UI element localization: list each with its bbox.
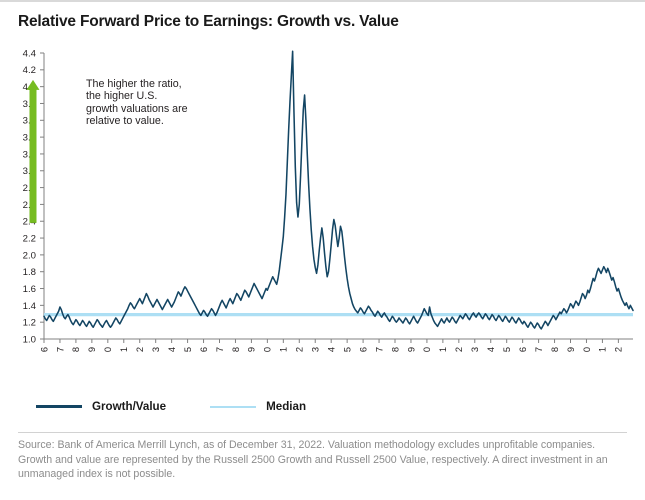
- x-axis-tick-label: Mar '90: [103, 347, 113, 352]
- upward-arrow-icon: [26, 79, 40, 223]
- footer-divider: [18, 432, 627, 433]
- x-axis-tick-label: Mar '18: [550, 347, 560, 352]
- y-axis-tick-label: 1.8: [23, 267, 36, 278]
- x-axis-tick-label: Mar '14: [486, 347, 496, 352]
- x-axis-tick-label: Mar '92: [135, 347, 145, 352]
- x-axis-tick-label: Mar '99: [247, 347, 257, 352]
- relative-pe-line-chart: 1.01.21.41.61.82.02.22.42.62.83.03.23.43…: [23, 48, 634, 352]
- x-axis-tick-label: Mar '88: [71, 347, 81, 352]
- x-axis-tick-label: Mar '16: [518, 347, 528, 352]
- x-axis-tick-label: Mar '94: [167, 347, 177, 352]
- y-axis-tick-label: 3.8: [23, 99, 36, 110]
- x-axis-tick-label: Mar '10: [422, 347, 432, 352]
- x-axis-tick-label: Mar '17: [534, 347, 544, 352]
- x-axis: Mar '86 Mar '87 Mar '88 Mar '89 Mar '90 Mar '…: [39, 338, 633, 352]
- y-axis-tick-label: 3.0: [23, 166, 36, 177]
- x-axis-tick-label: Mar '91: [119, 347, 129, 352]
- legend-swatch-median: [210, 405, 257, 408]
- y-axis-tick-label: 2.2: [23, 233, 36, 244]
- x-axis-tick-label: Mar '12: [454, 347, 464, 352]
- growth-value-series-line: [43, 50, 634, 330]
- x-axis-tick-label: Mar '09: [406, 347, 416, 352]
- x-axis-tick-label: Mar '19: [566, 347, 576, 352]
- x-axis-tick-label: Mar '03: [311, 347, 321, 352]
- x-axis-tick-label: Mar '21: [598, 347, 608, 352]
- x-axis-tick-label: Mar '11: [438, 347, 448, 352]
- x-axis-tick-label: Mar '20: [582, 347, 592, 352]
- x-axis-tick-label: Mar '00: [263, 347, 273, 352]
- legend-item-median: Median: [210, 400, 306, 413]
- legend-swatch-growth-value: [36, 405, 82, 408]
- x-axis-tick-label: Mar '86: [39, 347, 49, 352]
- x-axis-tick-label: Mar '98: [231, 347, 241, 352]
- chart-legend: Growth/Value Median: [36, 400, 306, 413]
- y-axis-tick-label: 1.0: [23, 334, 36, 345]
- x-axis-tick-label: Mar '06: [358, 347, 368, 352]
- legend-label-growth-value: Growth/Value: [92, 400, 167, 413]
- y-axis-tick-label: 2.8: [23, 183, 36, 194]
- chart-plot-area: 1.0 1.2 1.4 1.6 1.8 2.0 2.2 2.4 2.6 2.8 3.0 3.2 3.4 3…: [0, 42, 645, 352]
- legend-label-median: Median: [266, 400, 307, 413]
- y-axis-tick-label: 1.2: [23, 318, 36, 329]
- x-axis-tick-label: Mar '93: [151, 347, 161, 352]
- y-axis-tick-label: 4.2: [23, 65, 36, 76]
- x-axis-tick-label: Mar '01: [279, 347, 289, 352]
- y-axis-tick-label: 1.6: [23, 284, 36, 295]
- y-axis-tick-label: 2.6: [23, 200, 36, 211]
- y-axis-tick-label: 3.2: [23, 149, 36, 160]
- x-axis-tick-label: Mar '89: [87, 347, 97, 352]
- x-axis-tick-label: Mar '02: [295, 347, 305, 352]
- x-axis-tick-label: Mar '07: [374, 347, 384, 352]
- chart-annotation-text: The higher the ratio, the higher U.S. gr…: [86, 78, 188, 128]
- x-axis-tick-label: Mar '04: [326, 347, 336, 352]
- y-axis-tick-label: 3.6: [23, 116, 36, 127]
- y-axis-tick-label: 4.4: [23, 48, 37, 59]
- y-axis-tick-label: 2.0: [23, 250, 36, 261]
- x-axis-tick-label: Mar '13: [470, 347, 480, 352]
- x-axis-tick-label: Mar '22: [614, 347, 624, 352]
- legend-item-growth-value: Growth/Value: [36, 400, 166, 413]
- x-axis-tick-label: Mar '95: [183, 347, 193, 352]
- x-axis-tick-label: Mar '05: [342, 347, 352, 352]
- x-axis-tick-label: Mar '97: [215, 347, 225, 352]
- x-axis-tick-label: Mar '96: [199, 347, 209, 352]
- x-axis-tick-label: Mar '08: [390, 347, 400, 352]
- x-axis-tick-label: Mar '15: [502, 347, 512, 352]
- x-axis-tick-label: Mar '87: [55, 347, 65, 352]
- y-axis-tick-label: 1.4: [23, 301, 37, 312]
- source-note: Source: Bank of America Merrill Lynch, a…: [18, 439, 608, 481]
- page-title: Relative Forward Price to Earnings: Grow…: [18, 13, 399, 30]
